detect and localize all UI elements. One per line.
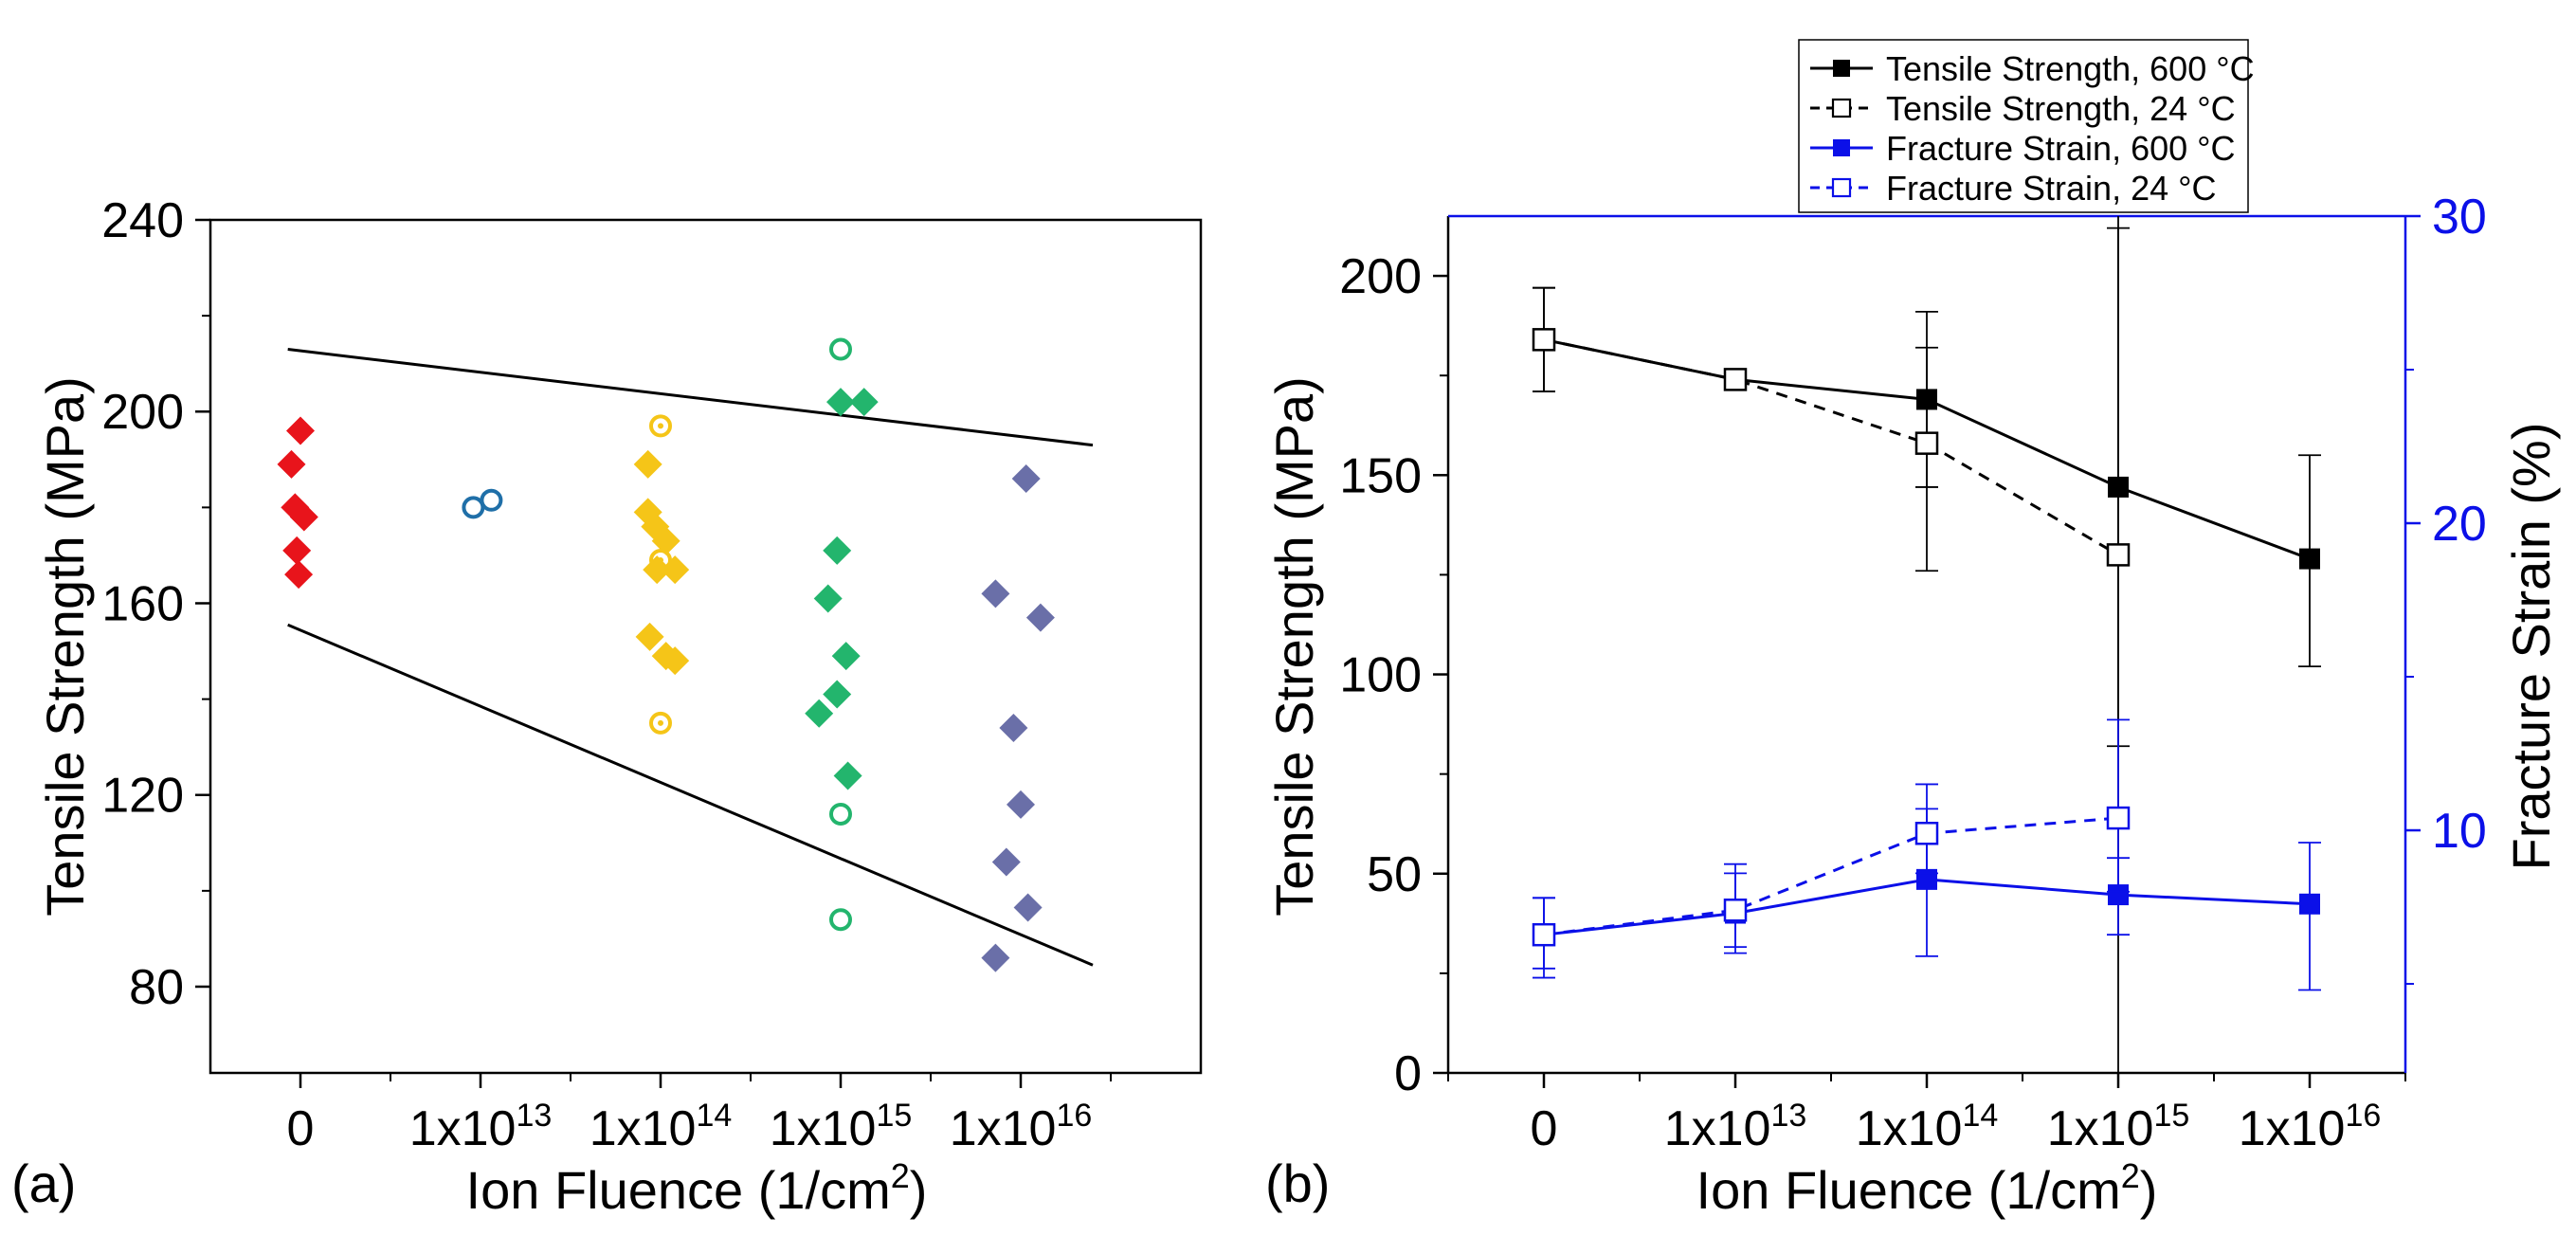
data-point-a: [823, 680, 852, 709]
x-tick-label-b: 1x1013: [1664, 1098, 1807, 1156]
panel-label-b: (b): [1265, 1153, 1330, 1213]
legend-marker: [1831, 98, 1852, 118]
y-axis-label-left-b: Tensile Strength (MPa): [1264, 376, 1324, 917]
legend-label: Tensile Strength, 600 °C: [1886, 49, 2255, 88]
y-tick-label-right-b: 20: [2432, 497, 2487, 552]
data-point-b: [1532, 328, 1556, 352]
data-point-a-dot: [658, 556, 663, 563]
data-point-a: [829, 802, 852, 826]
data-point-b: [1916, 868, 1937, 890]
data-point-a: [1025, 603, 1055, 632]
data-point-a: [829, 908, 852, 932]
y-axis-label-a: Tensile Strength (MPa): [35, 376, 95, 917]
legend-label: Fracture Strain, 24 °C: [1886, 169, 2217, 208]
data-point-a: [981, 579, 1010, 608]
y-tick-label-left-b: 150: [1339, 448, 1422, 503]
x-tick-label-b: 0: [1531, 1101, 1558, 1156]
data-point-a: [1011, 464, 1041, 494]
x-tick-label-b: 1x1014: [1856, 1098, 1999, 1156]
legend-label: Fracture Strain, 600 °C: [1886, 129, 2236, 168]
panel-a: 80 120 160 200 240 0 1x1013 1x1014 1x1015 1x1016…: [11, 193, 1203, 1220]
x-tick-label-a: 1x1015: [770, 1098, 913, 1156]
y-tick-label-right-b: 10: [2432, 804, 2487, 859]
x-tick-label-b: 1x1016: [2239, 1098, 2382, 1156]
data-point-a: [649, 711, 672, 735]
data-point-b: [1914, 822, 1939, 845]
x-axis-label-a: Ion Fluence (1/cm2): [466, 1156, 928, 1220]
data-point-a: [661, 646, 690, 676]
y-tick-label-left-b: 200: [1339, 249, 1422, 304]
x-tick-label-a: 0: [287, 1101, 315, 1156]
y-tick-label-a: 120: [101, 769, 184, 824]
data-point-a: [849, 388, 879, 417]
y-tick-label-a: 80: [129, 960, 184, 1015]
data-point-a-dot: [658, 423, 663, 429]
legend-label: Tensile Strength, 24 °C: [1886, 89, 2236, 128]
data-point-b: [2108, 884, 2129, 906]
data-point-a: [823, 536, 852, 565]
data-point-a: [651, 526, 680, 555]
data-point-a: [991, 847, 1021, 877]
legend-box: [1798, 39, 2249, 213]
data-point-a: [831, 642, 861, 671]
data-point-b: [1723, 899, 1748, 922]
x-tick-label-b: 1x1015: [2047, 1098, 2190, 1156]
series-line-b: [1543, 816, 2119, 936]
data-point-a: [649, 414, 672, 438]
data-point-a: [286, 416, 315, 445]
bound-line-a: [287, 623, 1094, 967]
data-point-a: [999, 713, 1028, 742]
y-axis-label-right-b: Fracture Strain (%): [2501, 423, 2561, 871]
series-line-b: [1543, 337, 2119, 556]
y-tick-label-left-b: 0: [1394, 1046, 1422, 1101]
data-point-b: [2299, 548, 2320, 570]
data-point-a: [649, 548, 672, 572]
data-point-a: [284, 560, 314, 590]
y-tick-label-left-b: 100: [1339, 648, 1422, 703]
data-point-a: [981, 943, 1010, 972]
y-tick-label-a: 200: [101, 385, 184, 440]
data-point-a: [813, 584, 843, 613]
panel-label-a: (a): [11, 1153, 76, 1213]
data-point-a-dot: [658, 719, 663, 726]
data-point-a: [826, 388, 855, 417]
data-point-b: [1723, 368, 1748, 391]
data-point-a: [635, 622, 664, 651]
data-point-b: [2299, 893, 2320, 915]
data-point-b: [2106, 543, 2131, 567]
bound-line-a: [287, 348, 1094, 447]
data-point-a: [277, 449, 306, 479]
data-point-a: [633, 449, 662, 479]
y-tick-label-left-b: 50: [1367, 847, 1422, 902]
legend-marker: [1833, 60, 1850, 77]
legend-marker: [1831, 177, 1852, 198]
data-point-a: [462, 496, 485, 519]
panel-b: 0 50 100 150 200 10 20 30 0 1x1013 1x1014 1x1015 1…: [1264, 39, 2561, 1220]
data-point-a: [282, 536, 312, 565]
data-point-a: [833, 761, 862, 790]
data-point-b: [1532, 922, 1556, 947]
data-point-a: [480, 488, 503, 512]
x-tick-label-a: 1x1016: [950, 1098, 1093, 1156]
data-point-a: [829, 337, 852, 361]
data-point-a: [289, 502, 318, 532]
x-tick-label-a: 1x1014: [590, 1098, 733, 1156]
data-point-b: [1914, 431, 1939, 455]
x-tick-label-a: 1x1013: [409, 1098, 553, 1156]
legend-marker: [1833, 139, 1850, 156]
x-axis-label-b: Ion Fluence (1/cm2): [1696, 1156, 2158, 1220]
y-tick-label-a: 240: [101, 193, 184, 248]
data-point-a: [805, 699, 834, 728]
data-point-a: [1013, 893, 1043, 922]
data-point-b: [2106, 806, 2131, 830]
y-tick-label-a: 160: [101, 576, 184, 631]
plot-frame-a: [209, 218, 1203, 1075]
y-tick-label-right-b: 30: [2432, 190, 2487, 245]
data-point-a: [1007, 790, 1035, 819]
